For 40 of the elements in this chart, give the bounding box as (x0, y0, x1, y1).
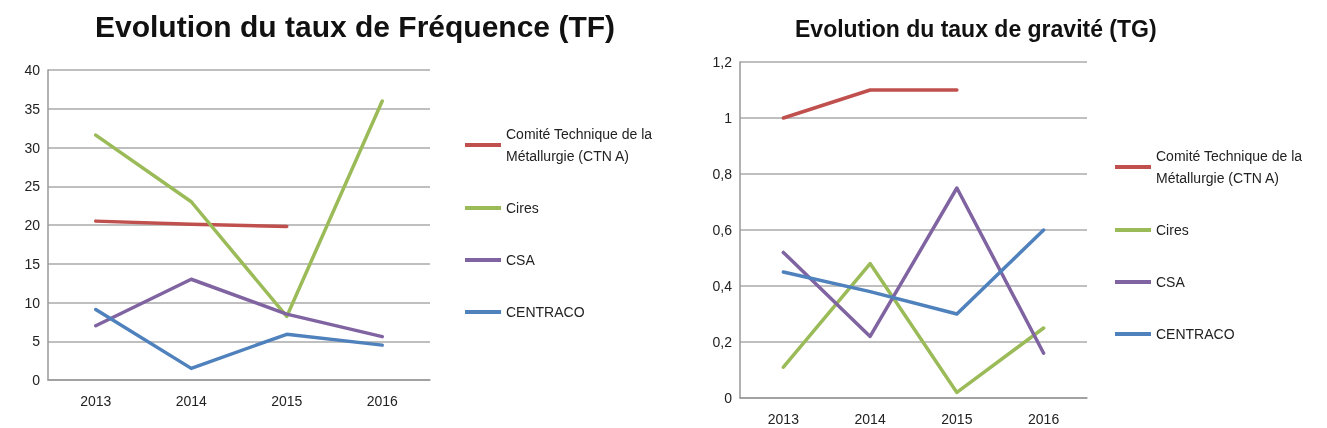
y-tick-label: 30 (24, 139, 41, 156)
x-tick-label: 2013 (80, 393, 112, 409)
legend-label: Cires (1156, 222, 1189, 238)
legend-label: Cires (506, 200, 539, 216)
y-tick-label: 35 (24, 100, 41, 117)
y-tick-label: 0,8 (712, 166, 733, 182)
x-tick-label: 2013 (767, 411, 800, 427)
y-tick-label: 0 (32, 372, 41, 388)
y-tick-label: 40 (24, 62, 41, 78)
chart-title: Evolution du taux de Fréquence (TF) (95, 9, 616, 43)
x-tick-label: 2015 (941, 411, 973, 427)
legend-label: CENTRACO (506, 304, 585, 320)
line-series (94, 277, 384, 339)
y-tick-label: 15 (24, 255, 41, 272)
x-tick-label: 2016 (366, 393, 399, 409)
legend-label: Comité Technique de la Métallurgie (CTN A) (1156, 148, 1306, 186)
legend-label: CENTRACO (1156, 326, 1235, 342)
y-tick-label: 0 (724, 390, 733, 406)
y-tick-label: 5 (32, 333, 41, 350)
y-tick-label: 20 (24, 217, 41, 233)
x-tick-label: 2016 (1028, 411, 1060, 427)
legend-label: CSA (506, 252, 536, 268)
x-tick-label: 2015 (271, 393, 303, 409)
x-tick-label: 2014 (854, 411, 886, 427)
legend-label: CSA (1156, 274, 1186, 290)
line-series (781, 228, 1046, 316)
y-tick-label: 1 (724, 110, 733, 126)
y-tick-label: 1,2 (712, 54, 733, 70)
legend-label: Comité Technique de la Métallurgie (CTN A) (506, 126, 656, 164)
line-series (781, 261, 1046, 395)
y-tick-label: 25 (24, 178, 41, 195)
y-tick-label: 0,2 (712, 334, 733, 350)
x-tick-label: 2014 (175, 393, 208, 409)
y-tick-label: 0,4 (712, 278, 733, 294)
y-tick-label: 10 (24, 294, 41, 311)
line-series (94, 99, 384, 319)
line-series (94, 307, 384, 371)
line-series (781, 186, 1046, 355)
chart-title: Evolution du taux de gravité (TG) (795, 15, 1157, 42)
y-tick-label: 0,6 (712, 222, 733, 238)
